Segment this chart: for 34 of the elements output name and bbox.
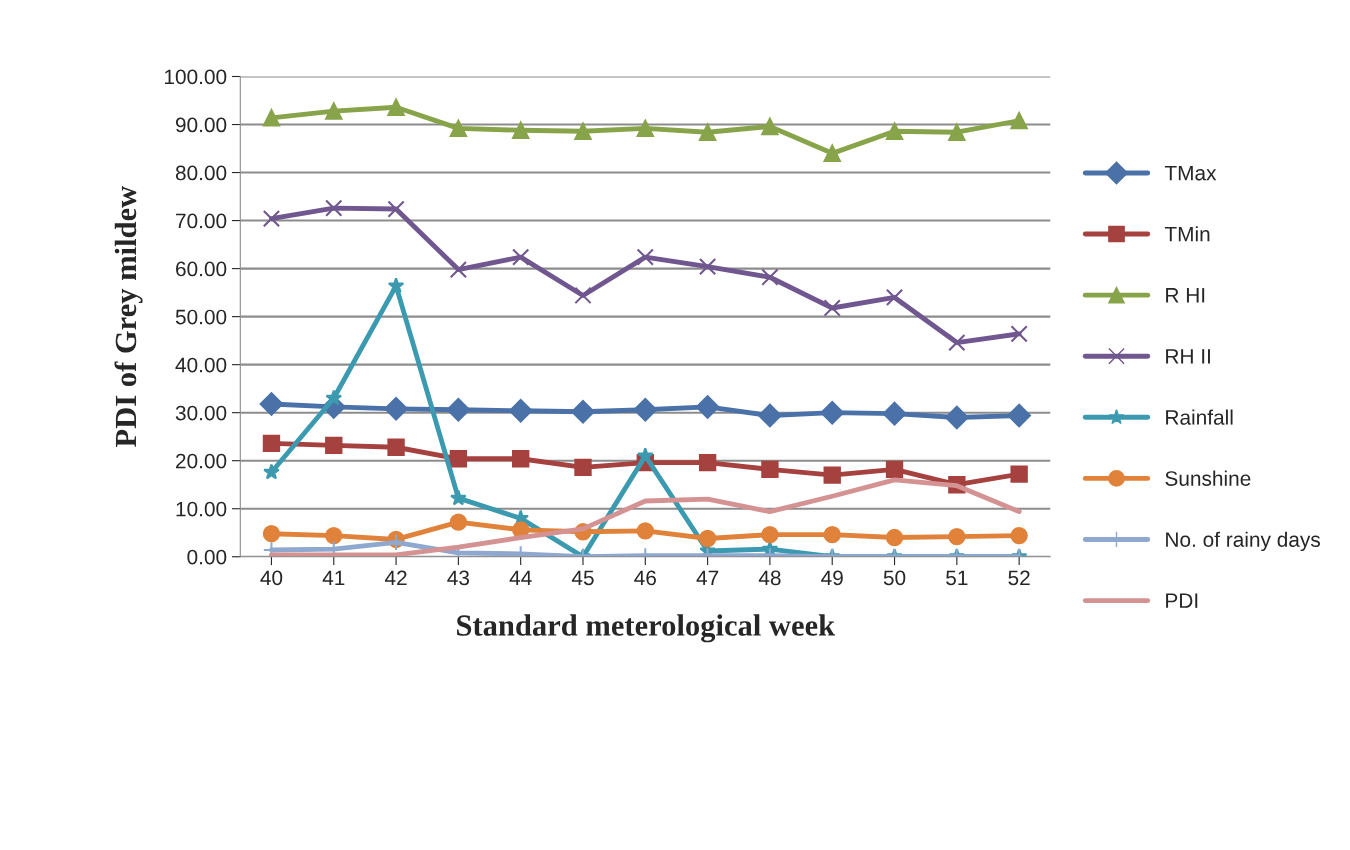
legend-label: PDI [1166, 593, 1198, 608]
y-tick-label: 0.00 [187, 549, 227, 565]
y-tick-label: 100.00 [164, 69, 227, 85]
x-axis-title: Standard meterological week [457, 614, 836, 643]
y-axis-title: PDI of Grey mildew [114, 185, 143, 447]
y-tick-label: 20.00 [176, 453, 227, 469]
legend-label: Rainfall [1166, 409, 1233, 425]
x-tick-label: 47 [696, 570, 719, 586]
x-tick-label: 40 [260, 570, 283, 586]
x-tick-label: 42 [384, 570, 407, 586]
x-tick-label: 50 [883, 570, 906, 586]
legend-label: R HI [1166, 288, 1205, 303]
legend-label: No. of rainy days [1166, 531, 1320, 552]
x-tick-label: 46 [634, 570, 656, 586]
y-tick-label: 50.00 [175, 309, 227, 325]
x-tick-label: 51 [946, 570, 968, 586]
x-tick-label: 52 [1008, 570, 1030, 586]
legend-label: TMax [1164, 165, 1217, 181]
x-tick-label: 41 [322, 570, 345, 586]
x-tick-label: 44 [509, 570, 532, 586]
x-tick-label: 48 [758, 570, 781, 586]
y-tick-label: 90.00 [175, 117, 227, 133]
y-tick-label: 30.00 [175, 405, 227, 421]
legend-label: TMin [1164, 226, 1210, 242]
y-tick-label: 10.00 [176, 501, 227, 517]
legend-label: RH II [1166, 349, 1210, 364]
y-tick-label: 60.00 [176, 261, 227, 277]
x-tick-label: 43 [447, 570, 470, 586]
legend-label: Sunshine [1165, 470, 1251, 486]
y-tick-label: 40.00 [175, 357, 227, 373]
x-tick-label: 49 [821, 570, 843, 586]
y-tick-label: 80.00 [175, 165, 227, 181]
x-tick-label: 45 [571, 570, 594, 586]
y-tick-label: 70.00 [176, 213, 227, 229]
